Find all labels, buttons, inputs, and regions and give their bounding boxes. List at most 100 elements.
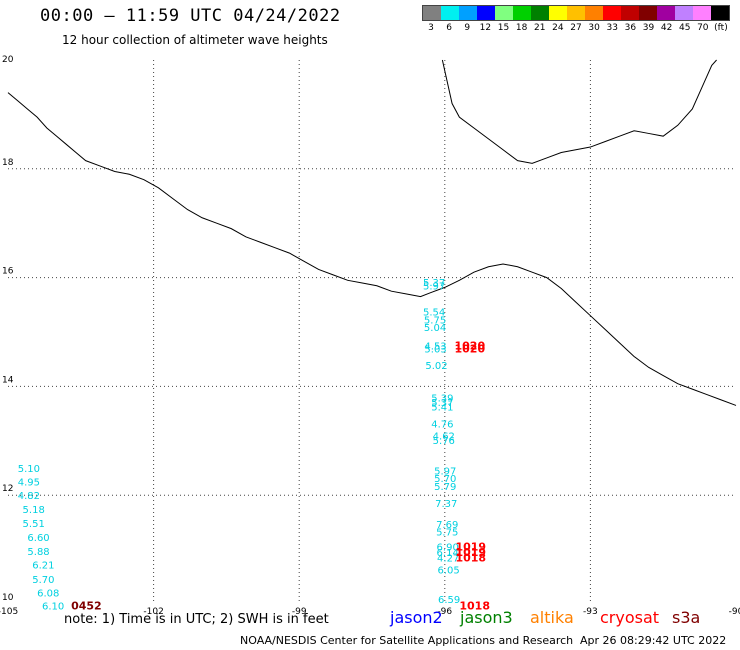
credit-text: NOAA/NESDIS Center for Satellite Applica…	[240, 634, 574, 647]
swh-value: 4.76	[431, 420, 453, 431]
legend-label: 70	[697, 23, 709, 33]
pass-time-label: 1020	[455, 339, 486, 352]
longitude-label: -99	[292, 607, 307, 617]
latitude-label: 14	[2, 375, 14, 385]
swh-value: 4.95	[18, 477, 40, 488]
legend-swatch	[567, 6, 585, 20]
legend-swatch	[585, 6, 603, 20]
legend-label: 21	[534, 23, 546, 33]
legend-label: 42	[660, 23, 673, 33]
map-svg: 201816141210-105-102-99-96-93-905.375.97…	[0, 55, 740, 617]
pass-time-label: 0452	[71, 599, 102, 612]
map-subtitle: 12 hour collection of altimeter wave hei…	[62, 33, 328, 47]
longitude-label: -102	[143, 607, 163, 617]
swh-value: 5.70	[32, 575, 54, 586]
swh-value: 7.37	[435, 499, 457, 510]
legend-label: 18	[515, 23, 528, 33]
swh-value: 4.53	[424, 341, 446, 352]
legend-swatch	[603, 6, 621, 20]
satellite-label-cryosat: cryosat	[600, 608, 660, 627]
pass-time-label: 1018	[459, 599, 490, 612]
swh-value: 5.03	[424, 345, 446, 356]
swh-value: 5.70	[434, 474, 456, 485]
footer-note: note: 1) Time is in UTC; 2) SWH is in fe…	[64, 612, 329, 627]
satellite-label-altika: altika	[530, 608, 574, 627]
longitude-label: -93	[583, 607, 598, 617]
swh-value: 5.39	[431, 394, 453, 405]
swh-value: 5.75	[436, 527, 458, 538]
swh-value: 5.97	[423, 282, 445, 293]
swh-value: 5.37	[431, 398, 453, 409]
pass-time-label: 1019	[455, 546, 486, 559]
pacific-coastline	[7, 92, 737, 406]
legend-label: 12	[479, 23, 492, 33]
legend-label: 6	[446, 23, 453, 33]
longitude-label: -90	[729, 607, 740, 617]
swh-value: 5.04	[424, 323, 446, 334]
gulf-coastline	[441, 59, 717, 164]
legend-swatch	[513, 6, 531, 20]
swh-value: 6.10	[42, 601, 64, 612]
swh-value: 6.08	[37, 588, 59, 599]
latitude-label: 10	[2, 593, 14, 603]
legend-label: 27	[570, 23, 582, 33]
legend-labels: 3 6 9 12 15 18 21 24 27 30 33 36 39 42 45 70 (ft)	[422, 23, 730, 35]
swh-value: 6.59	[438, 595, 460, 606]
map-area[interactable]: 201816141210-105-102-99-96-93-905.375.97…	[0, 55, 740, 617]
swh-value: 5.75	[424, 315, 446, 326]
legend-swatch	[675, 6, 693, 20]
swh-value: 5.10	[18, 464, 40, 475]
map-frame	[7, 59, 737, 605]
legend-label: 9	[464, 23, 471, 33]
legend-swatches	[422, 5, 730, 21]
swh-value: 5.37	[423, 278, 445, 289]
legend-swatch	[711, 6, 729, 20]
pass-time-label: 1019	[455, 541, 486, 554]
legend-label: 30	[588, 23, 600, 33]
legend-label: 36	[624, 23, 637, 33]
latitude-label: 20	[2, 55, 14, 65]
swh-value: 4.27	[437, 554, 459, 565]
swh-value: 6.14	[437, 548, 459, 559]
legend-swatch	[621, 6, 639, 20]
swh-value: 6.90	[437, 543, 459, 554]
swh-value: 5.18	[23, 505, 45, 516]
longitude-label: -96	[437, 607, 452, 617]
legend-swatch	[459, 6, 477, 20]
legend-label: (ft)	[714, 23, 728, 33]
legend-label: 15	[497, 23, 510, 33]
legend-label: 39	[642, 23, 655, 33]
longitude-label: -105	[0, 607, 18, 617]
legend-swatch	[423, 6, 441, 20]
swh-value: 7.69	[436, 520, 458, 531]
legend-swatch	[657, 6, 675, 20]
legend-label: 45	[678, 23, 691, 33]
map-title: 00:00 – 11:59 UTC 04/24/2022	[40, 6, 341, 26]
legend-swatch	[477, 6, 495, 20]
satellite-label-s3a: s3a	[672, 608, 701, 627]
legend-label: 24	[552, 23, 564, 33]
swh-value: 5.79	[434, 482, 456, 493]
swh-value: 4.82	[18, 491, 40, 502]
pass-time-label: 1020	[455, 343, 486, 356]
swh-value: 5.88	[27, 547, 49, 558]
swh-value: 5.41	[431, 402, 453, 413]
legend-swatch	[495, 6, 513, 20]
legend-label: 3	[428, 23, 434, 33]
satellite-label-jason3: jason3	[460, 608, 513, 627]
swh-value: 5.02	[425, 361, 447, 372]
swh-value: 5.51	[23, 519, 45, 530]
swh-value: 6.05	[438, 566, 460, 577]
latitude-label: 16	[2, 267, 14, 277]
color-legend: 3 6 9 12 15 18 21 24 27 30 33 36 39 42 45 70 (ft)	[422, 5, 730, 35]
legend-label: 33	[606, 23, 618, 33]
legend-swatch	[531, 6, 549, 20]
latitude-label: 18	[2, 158, 14, 168]
legend-swatch	[441, 6, 459, 20]
swh-value: 5.54	[423, 308, 445, 319]
legend-swatch	[639, 6, 657, 20]
swh-value: 6.21	[32, 561, 54, 572]
pass-time-label: 1018	[455, 552, 486, 565]
swh-value: 5.76	[433, 436, 455, 447]
latitude-label: 12	[2, 484, 13, 494]
